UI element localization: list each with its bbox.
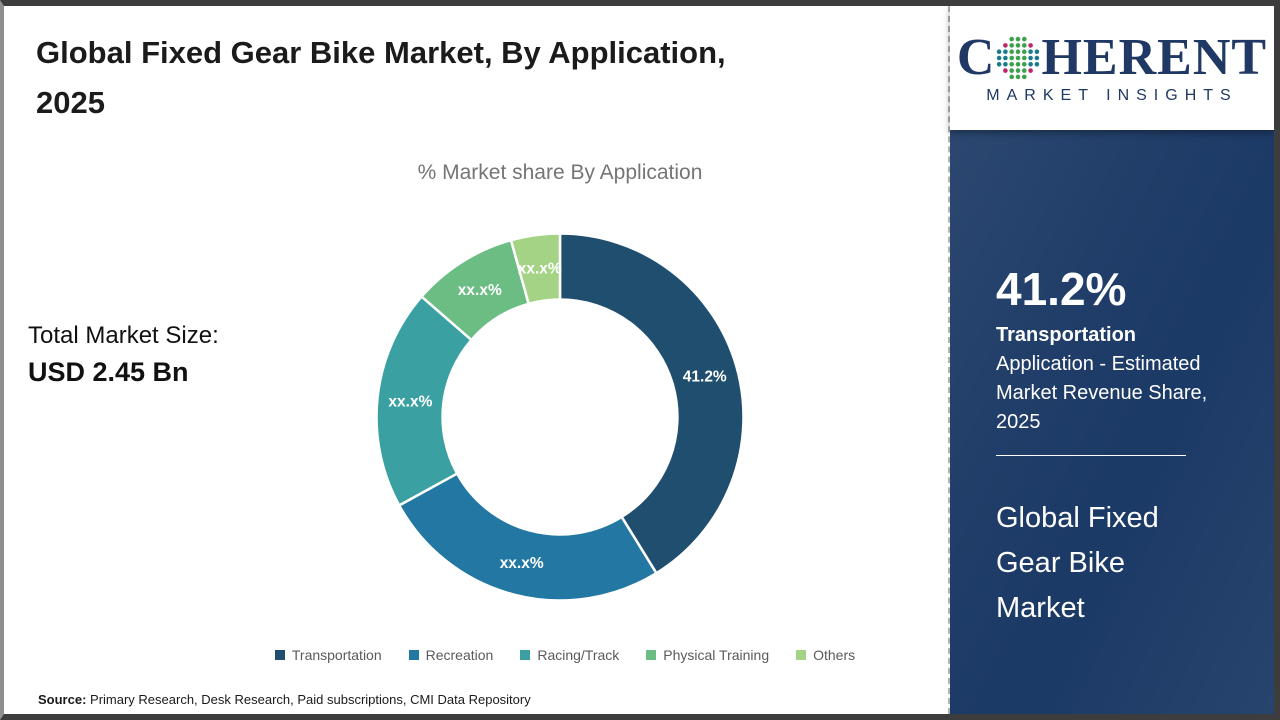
globe-dot (1003, 67, 1009, 73)
page-title-line1: Global Fixed Gear Bike Market, By Applic… (36, 35, 726, 70)
legend-swatch (796, 650, 807, 660)
legend-item-racing-track: Racing/Track (520, 647, 619, 663)
legend-label: Others (813, 647, 856, 663)
total-market-size-value: USD 2.45 Bn (28, 357, 189, 387)
logo-letter-c: C (956, 28, 996, 86)
legend-label: Transportation (291, 647, 382, 663)
globe-dot (1028, 42, 1034, 48)
donut-chart: 41.2% xx.x% xx.x% xx.x% xx.x% (375, 232, 745, 602)
page-title: Global Fixed Gear Bike Market, By Applic… (36, 28, 916, 128)
globe-dot (1028, 48, 1034, 54)
donut-segment-label: xx.x% (458, 282, 502, 299)
legend-swatch (408, 650, 419, 660)
source-text: Primary Research, Desk Research, Paid su… (86, 692, 531, 707)
globe-dot (1009, 74, 1015, 79)
globe-dot (1028, 61, 1034, 67)
globe-dot (1016, 74, 1021, 79)
globe-dot (1009, 55, 1015, 60)
globe-dot (1035, 48, 1040, 54)
donut-segment-label: xx.x% (500, 555, 544, 572)
legend-item-others: Others (796, 647, 855, 663)
globe-dot (1016, 42, 1021, 48)
chart-subtitle: % Market share By Application (417, 161, 703, 184)
globe-dot (1035, 61, 1040, 67)
globe-dot (997, 55, 1002, 60)
globe-dot (1022, 67, 1028, 73)
globe-dot (1016, 36, 1021, 41)
donut-segment-recreation (397, 472, 658, 602)
globe-dot (1009, 36, 1015, 41)
report-title: Global Fixed Gear Bike Market (996, 502, 1159, 624)
legend-swatch (646, 650, 657, 660)
globe-dot (1009, 48, 1015, 54)
globe-dot (1003, 61, 1009, 67)
donut-segment-label: xx.x% (388, 393, 432, 410)
donut-segment-label: xx.x% (518, 260, 562, 277)
brand-logo-subtext: MARKET INSIGHTS (986, 86, 1238, 104)
legend-swatch (520, 650, 531, 660)
globe-dot (1022, 36, 1028, 41)
legend-label: Recreation (425, 647, 494, 663)
sidebar: C HERENT MARKET INSIGHTS 41.2% Transport… (948, 6, 1274, 714)
source-label: Source: (38, 692, 87, 707)
globe-dot (1022, 61, 1028, 67)
highlight-stat-value: 41.2% (996, 263, 1127, 315)
globe-dot (1003, 55, 1009, 60)
highlight-stat-description: Transportation Application - Estimated M… (996, 321, 1236, 437)
legend-item-recreation: Recreation (408, 647, 494, 663)
globe-dot (1035, 55, 1040, 60)
chart-legend: Transportation Recreation Racing/Track Phys… (120, 647, 1010, 663)
legend-item-physical-training: Physical Training (646, 647, 769, 663)
page-title-line2: 2025 (36, 85, 105, 120)
globe-dot (1028, 55, 1034, 60)
globe-dot (1022, 74, 1028, 79)
brand-logo: C HERENT MARKET INSIGHTS (950, 6, 1274, 130)
globe-dot (997, 61, 1002, 67)
globe-dot (1009, 67, 1015, 73)
globe-dot (1016, 48, 1021, 54)
donut-segment-transportation (558, 232, 745, 575)
legend-label: Racing/Track (537, 647, 620, 663)
total-market-size-label: Total Market Size: (28, 322, 219, 349)
globe-dot (1009, 61, 1015, 67)
globe-dot (1022, 55, 1028, 60)
highlight-stat-segment-name: Transportation (996, 324, 1137, 346)
brand-logo-wordmark: C HERENT (956, 28, 1268, 86)
globe-dot (1016, 67, 1021, 73)
globe-dot (1016, 55, 1021, 60)
sidebar-highlight-panel: 41.2% Transportation Application - Estim… (950, 130, 1274, 714)
legend-label: Physical Training (663, 647, 770, 663)
main-panel: Global Fixed Gear Bike Market, By Applic… (4, 6, 948, 714)
globe-dot (1022, 42, 1028, 48)
globe-dot (1003, 42, 1009, 48)
globe-dot (1016, 61, 1021, 67)
highlight-stat-rest: Application - Estimated Market Revenue S… (996, 353, 1208, 433)
logo-letters-herent: HERENT (1041, 28, 1268, 86)
legend-swatch (274, 650, 285, 660)
coherent-globe-dots-icon (997, 36, 1040, 79)
globe-dot (1028, 67, 1034, 73)
donut-segment-label: 41.2% (683, 368, 727, 385)
legend-item-transportation: Transportation (274, 647, 382, 663)
globe-dot (1009, 42, 1015, 48)
sidebar-divider (996, 455, 1186, 456)
donut-segment-others (509, 232, 562, 306)
source-note: Source: Primary Research, Desk Research,… (38, 692, 531, 707)
globe-dot (997, 48, 1002, 54)
globe-dot (1022, 48, 1028, 54)
total-market-size: Total Market Size: USD 2.45 Bn (28, 322, 219, 388)
globe-dot (1003, 48, 1009, 54)
